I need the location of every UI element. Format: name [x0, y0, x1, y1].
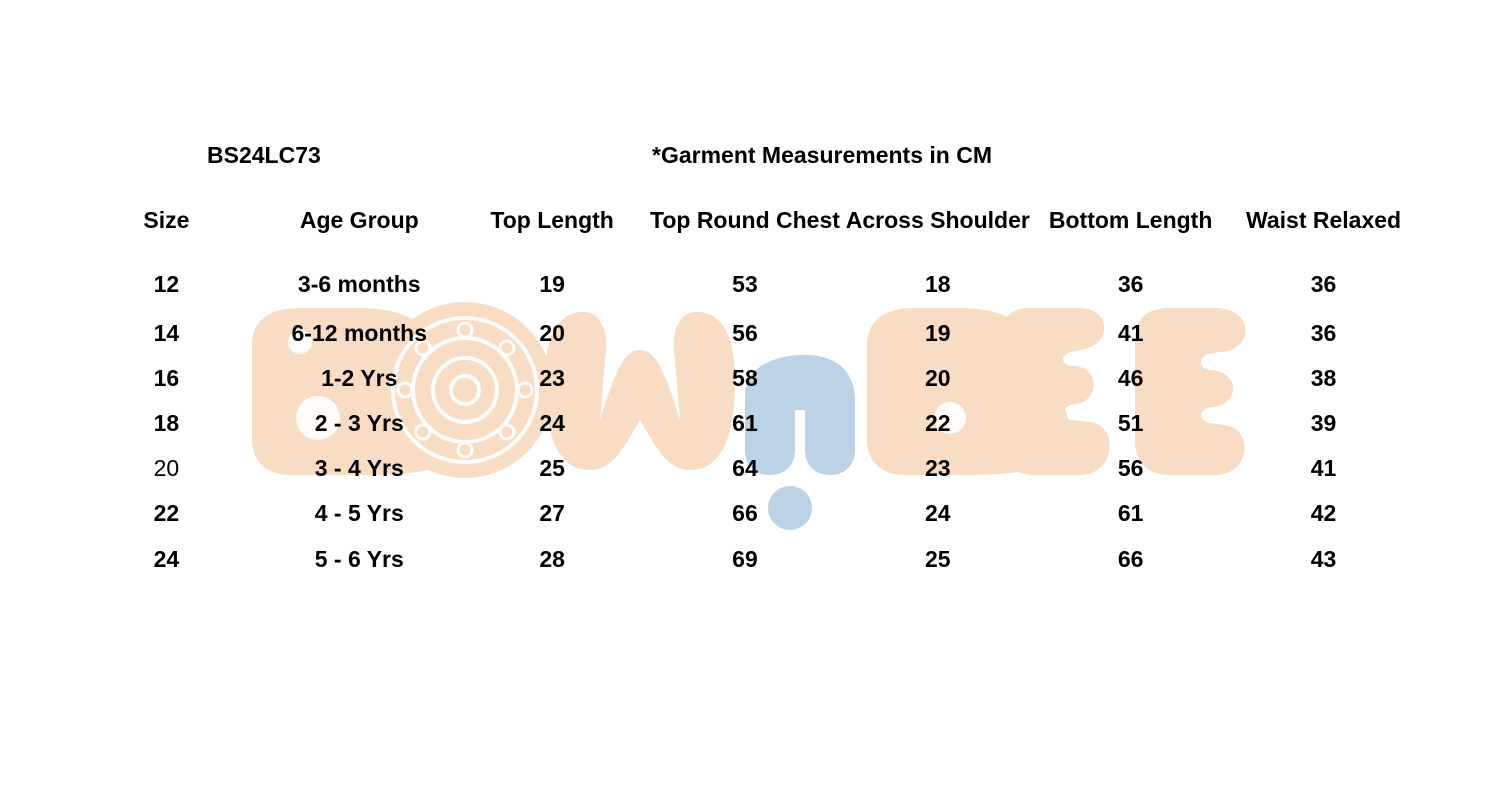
table-row: 16 1-2 Yrs 23 58 20 46 38	[70, 355, 1420, 400]
cell-size: 12	[153, 271, 180, 297]
cell-waist-relaxed: 39	[1310, 409, 1337, 436]
cell-across-shoulder: 25	[925, 546, 951, 572]
watermark-letter-e	[1000, 308, 1110, 475]
cell-across-shoulder: 22	[925, 409, 951, 436]
table-row: 20 3 - 4 Yrs 25 64 23 56 41	[70, 445, 1420, 490]
cell-across-shoulder: 19	[925, 319, 951, 346]
mandala-icon	[391, 316, 539, 464]
cell-size: 16	[153, 364, 180, 391]
cell-age-group: 1-2 Yrs	[321, 364, 398, 391]
cell-top-length: 24	[539, 409, 565, 436]
cell-age-group: 2 - 3 Yrs	[314, 409, 404, 436]
header-size: Size	[143, 206, 190, 233]
cell-across-shoulder: 24	[925, 499, 951, 526]
cell-top-round-chest: 56	[732, 319, 758, 346]
cell-across-shoulder: 18	[925, 271, 951, 297]
cell-age-group: 3 - 4 Yrs	[314, 454, 404, 481]
cell-bottom-length: 46	[1117, 364, 1144, 391]
watermark-letter-o	[377, 302, 553, 478]
table-row: 24 5 - 6 Yrs 28 69 25 66 43	[70, 535, 1420, 583]
watermark-letter-w	[545, 311, 735, 470]
cell-top-length: 28	[539, 546, 565, 572]
cell-bottom-length: 56	[1117, 454, 1144, 481]
cell-bottom-length: 61	[1117, 499, 1144, 526]
cell-waist-relaxed: 42	[1310, 499, 1337, 526]
table-row: 18 2 - 3 Yrs 24 61 22 51 39	[70, 400, 1420, 445]
watermark-dot	[768, 486, 812, 530]
header-age-group: Age Group	[299, 206, 419, 233]
watermark-letter-n	[745, 355, 855, 475]
cell-size: 20	[153, 454, 180, 481]
cell-waist-relaxed: 36	[1310, 271, 1337, 297]
cell-size: 22	[153, 499, 180, 526]
cell-waist-relaxed: 38	[1310, 364, 1337, 391]
cell-bottom-length: 51	[1117, 409, 1144, 436]
cell-size: 14	[153, 319, 180, 346]
header-waist-relaxed: Waist Relaxed	[1245, 206, 1402, 233]
watermark-letter-e2	[1135, 308, 1246, 475]
cell-top-length: 19	[539, 271, 565, 297]
cell-size: 18	[153, 409, 180, 436]
cell-across-shoulder: 20	[925, 364, 951, 391]
cell-age-group: 4 - 5 Yrs	[314, 499, 404, 526]
cell-waist-relaxed: 41	[1310, 454, 1337, 481]
header-bottom-length: Bottom Length	[1048, 206, 1213, 233]
cell-bottom-length: 36	[1117, 271, 1144, 297]
cell-size: 24	[153, 546, 180, 572]
header-top-length: Top Length	[490, 206, 614, 233]
header-top-round-chest: Top Round Chest	[649, 206, 840, 233]
size-chart-table: Size Age Group Top Length Top Round Ches…	[70, 182, 1420, 583]
cell-top-round-chest: 58	[732, 364, 758, 391]
cell-top-length: 25	[539, 454, 565, 481]
table-header-row: Size Age Group Top Length Top Round Ches…	[70, 182, 1420, 258]
cell-top-round-chest: 69	[732, 546, 758, 572]
table-row: 12 3-6 months 19 53 18 36 36	[70, 258, 1420, 310]
cell-age-group: 5 - 6 Yrs	[314, 546, 404, 572]
cell-bottom-length: 66	[1117, 546, 1144, 572]
cell-waist-relaxed: 36	[1310, 319, 1337, 346]
table-row: 22 4 - 5 Yrs 27 66 24 61 42	[70, 490, 1420, 535]
table-row: 14 6-12 months 20 56 19 41 36	[70, 310, 1420, 355]
cell-top-round-chest: 66	[732, 499, 758, 526]
header-across-shoulder: Across Shoulder	[845, 206, 1030, 233]
style-code: BS24LC73	[207, 142, 321, 168]
cell-top-length: 23	[539, 364, 565, 391]
cell-age-group: 6-12 months	[291, 319, 427, 346]
cell-top-length: 27	[539, 499, 565, 526]
cell-age-group: 3-6 months	[297, 271, 421, 297]
cell-top-round-chest: 61	[732, 409, 758, 436]
cell-bottom-length: 41	[1117, 319, 1144, 346]
cell-top-round-chest: 64	[732, 454, 758, 481]
measurement-note: *Garment Measurements in CM	[652, 142, 992, 168]
cell-waist-relaxed: 43	[1310, 546, 1337, 572]
cell-top-length: 20	[539, 319, 565, 346]
cell-across-shoulder: 23	[925, 454, 951, 481]
cell-top-round-chest: 53	[732, 271, 758, 297]
